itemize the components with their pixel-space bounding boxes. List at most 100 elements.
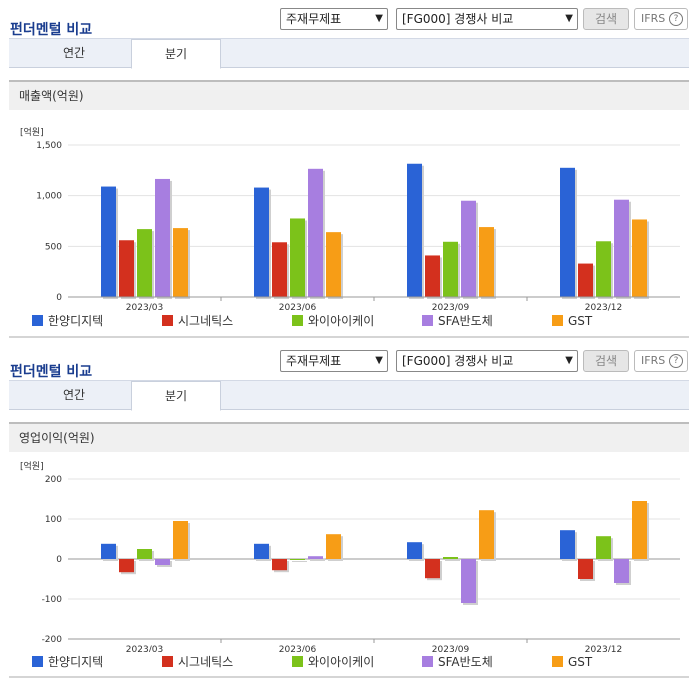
bar (461, 559, 476, 603)
legend-swatch (422, 656, 433, 667)
section-header: 펀더멘털 비교 주재무제표 ▼ [FG000] 경쟁사 비교 ▼ 검색 IFRS… (0, 350, 696, 380)
legend-swatch (32, 656, 43, 667)
y-tick-label: 0 (56, 555, 62, 565)
bar (425, 559, 440, 579)
bar (614, 559, 629, 583)
divider (9, 336, 689, 338)
group-select[interactable]: [FG000] 경쟁사 비교 ▼ (396, 350, 578, 372)
legend-swatch (422, 315, 433, 326)
y-tick-label: 1,500 (36, 141, 62, 151)
y-tick-label: -200 (42, 635, 63, 645)
fundamental-compare-section-2: 펀더멘털 비교 주재무제표 ▼ [FG000] 경쟁사 비교 ▼ 검색 IFRS… (0, 350, 696, 684)
x-tick-label: 2023/06 (279, 303, 317, 313)
bar (578, 263, 593, 297)
x-tick-label: 2023/12 (585, 303, 622, 313)
chevron-down-icon: ▼ (375, 13, 383, 24)
bar (632, 501, 647, 559)
bar (101, 186, 116, 297)
bar (254, 543, 269, 559)
bar (137, 229, 152, 297)
y-tick-label: 0 (56, 293, 62, 303)
bar-shadow (292, 561, 307, 562)
x-tick-label: 2023/06 (279, 645, 317, 652)
y-tick-label: 200 (45, 475, 62, 485)
bar (479, 510, 494, 559)
fundamental-compare-section-1: 펀더멘털 비교 주재무제표 ▼ [FG000] 경쟁사 비교 ▼ 검색 IFRS… (0, 8, 696, 340)
bar (560, 167, 575, 297)
chevron-down-icon: ▼ (565, 355, 573, 366)
section-header: 펀더멘털 비교 주재무제표 ▼ [FG000] 경쟁사 비교 ▼ 검색 IFRS… (0, 8, 696, 38)
tab-quarterly[interactable]: 분기 (131, 381, 221, 411)
bar (407, 542, 422, 559)
x-tick-label: 2023/03 (126, 303, 163, 313)
ifrs-help-button[interactable]: IFRS ? (634, 350, 688, 372)
legend-swatch (552, 315, 563, 326)
bar (425, 255, 440, 297)
unit-label: [억원] (20, 460, 44, 472)
legend-swatch (162, 315, 173, 326)
statement-select-value: 주재무제표 (286, 12, 342, 26)
chevron-down-icon: ▼ (375, 355, 383, 366)
bar (578, 559, 593, 579)
chevron-down-icon: ▼ (565, 13, 573, 24)
bar (632, 219, 647, 297)
tab-annual[interactable]: 연간 (62, 388, 86, 402)
help-icon: ? (669, 12, 683, 26)
bar (119, 240, 134, 297)
revenue-bar-chart: [억원] 0 500 1,000 1,500 2023/03 2023/06 2023/09 2… (20, 126, 680, 313)
section-title: 펀더멘털 비교 (10, 22, 93, 38)
legend-swatch (162, 656, 173, 667)
help-icon: ? (669, 354, 683, 368)
x-tick-label: 2023/09 (432, 645, 470, 652)
bar (308, 556, 323, 559)
bar (407, 163, 422, 297)
group-select-value: [FG000] 경쟁사 비교 (402, 12, 514, 26)
legend-swatch (292, 315, 303, 326)
bar (137, 549, 152, 559)
x-tick-label: 2023/03 (126, 645, 163, 652)
legend-swatch (552, 656, 563, 667)
group-select[interactable]: [FG000] 경쟁사 비교 ▼ (396, 8, 578, 30)
bar (272, 559, 287, 571)
chart-title: 영업이익(억원) (9, 422, 689, 452)
legend-swatch (32, 315, 43, 326)
period-tabs: 연간 분기 (9, 38, 689, 69)
group-select-value: [FG000] 경쟁사 비교 (402, 354, 514, 368)
chart-title: 매출액(억원) (9, 80, 689, 110)
statement-select[interactable]: 주재무제표 ▼ (280, 8, 388, 30)
ifrs-label: IFRS (641, 354, 666, 367)
bar (614, 199, 629, 297)
bar (461, 200, 476, 297)
bar (443, 241, 458, 297)
bar (326, 232, 341, 297)
bar (290, 559, 305, 560)
tab-quarterly[interactable]: 분기 (131, 39, 221, 69)
tab-annual[interactable]: 연간 (62, 46, 86, 60)
y-tick-label: 1,000 (36, 192, 62, 202)
bar (101, 543, 116, 559)
x-tick-label: 2023/12 (585, 645, 622, 652)
bar (560, 530, 575, 559)
bar (443, 557, 458, 559)
bar (155, 178, 170, 297)
bar (596, 536, 611, 559)
bar (173, 228, 188, 297)
y-tick-label: -100 (42, 595, 63, 605)
statement-select[interactable]: 주재무제표 ▼ (280, 350, 388, 372)
ifrs-help-button[interactable]: IFRS ? (634, 8, 688, 30)
legend-swatch (292, 656, 303, 667)
ifrs-label: IFRS (641, 12, 666, 25)
bar (254, 187, 269, 297)
y-tick-label: 100 (45, 515, 62, 525)
bar (326, 534, 341, 559)
bar (173, 521, 188, 559)
divider (9, 676, 689, 678)
bar (290, 218, 305, 297)
x-tick-label: 2023/09 (432, 303, 470, 313)
bar (308, 168, 323, 297)
y-tick-label: 500 (45, 242, 62, 252)
search-button[interactable]: 검색 (583, 350, 629, 372)
bar (119, 559, 134, 573)
bar-shadow (445, 559, 460, 561)
search-button[interactable]: 검색 (583, 8, 629, 30)
